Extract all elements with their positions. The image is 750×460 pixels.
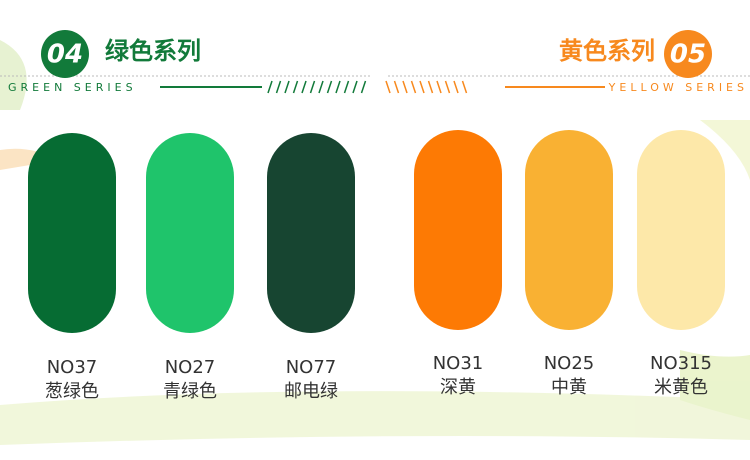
slash	[284, 80, 290, 94]
decoration	[0, 40, 750, 445]
color-swatch	[267, 133, 355, 333]
color-swatch	[28, 133, 116, 333]
color-swatch	[525, 130, 613, 330]
slash	[436, 80, 442, 94]
badge-number: 04	[47, 40, 83, 70]
brush	[0, 40, 27, 110]
color-swatch	[146, 133, 234, 333]
color-code: NO27	[165, 357, 216, 378]
color-swatch	[414, 130, 502, 330]
section-subtitle: YELLOW SERIES	[608, 81, 748, 94]
brush	[0, 391, 750, 445]
color-name: 中黄	[551, 377, 587, 398]
slash	[461, 80, 468, 94]
badge-number: 05	[670, 40, 706, 70]
slash	[427, 80, 434, 94]
slash	[410, 80, 417, 94]
brush	[680, 350, 750, 420]
slash	[352, 80, 358, 94]
slash	[393, 80, 400, 94]
slash	[419, 80, 425, 94]
color-code: NO37	[47, 357, 98, 378]
slash	[275, 80, 282, 94]
brush	[700, 120, 750, 180]
badge	[664, 30, 712, 78]
slash	[326, 80, 333, 94]
color-code: NO25	[544, 353, 595, 374]
slash	[318, 80, 324, 94]
section-subtitle: GREEN SERIES	[8, 81, 137, 94]
slash	[335, 80, 341, 94]
color-name: 青绿色	[163, 381, 217, 402]
badge	[41, 30, 89, 78]
slash	[444, 80, 451, 94]
slash	[301, 80, 307, 94]
slash	[292, 80, 299, 94]
slash	[267, 80, 273, 94]
color-code: NO315	[650, 353, 712, 374]
slash	[453, 80, 459, 94]
color-name: 葱绿色	[45, 381, 99, 402]
slash	[309, 80, 316, 94]
slash	[343, 80, 350, 94]
section-title: 绿色系列	[105, 37, 201, 65]
color-name: 邮电绿	[284, 381, 338, 402]
color-code: NO31	[433, 353, 484, 374]
slash	[385, 80, 391, 94]
color-swatch	[637, 130, 725, 330]
slash	[402, 80, 408, 94]
color-name: 米黄色	[654, 377, 708, 398]
color-name: 深黄	[440, 377, 476, 398]
section-title: 黄色系列	[559, 37, 655, 65]
slash	[360, 80, 367, 94]
color-code: NO77	[286, 357, 337, 378]
